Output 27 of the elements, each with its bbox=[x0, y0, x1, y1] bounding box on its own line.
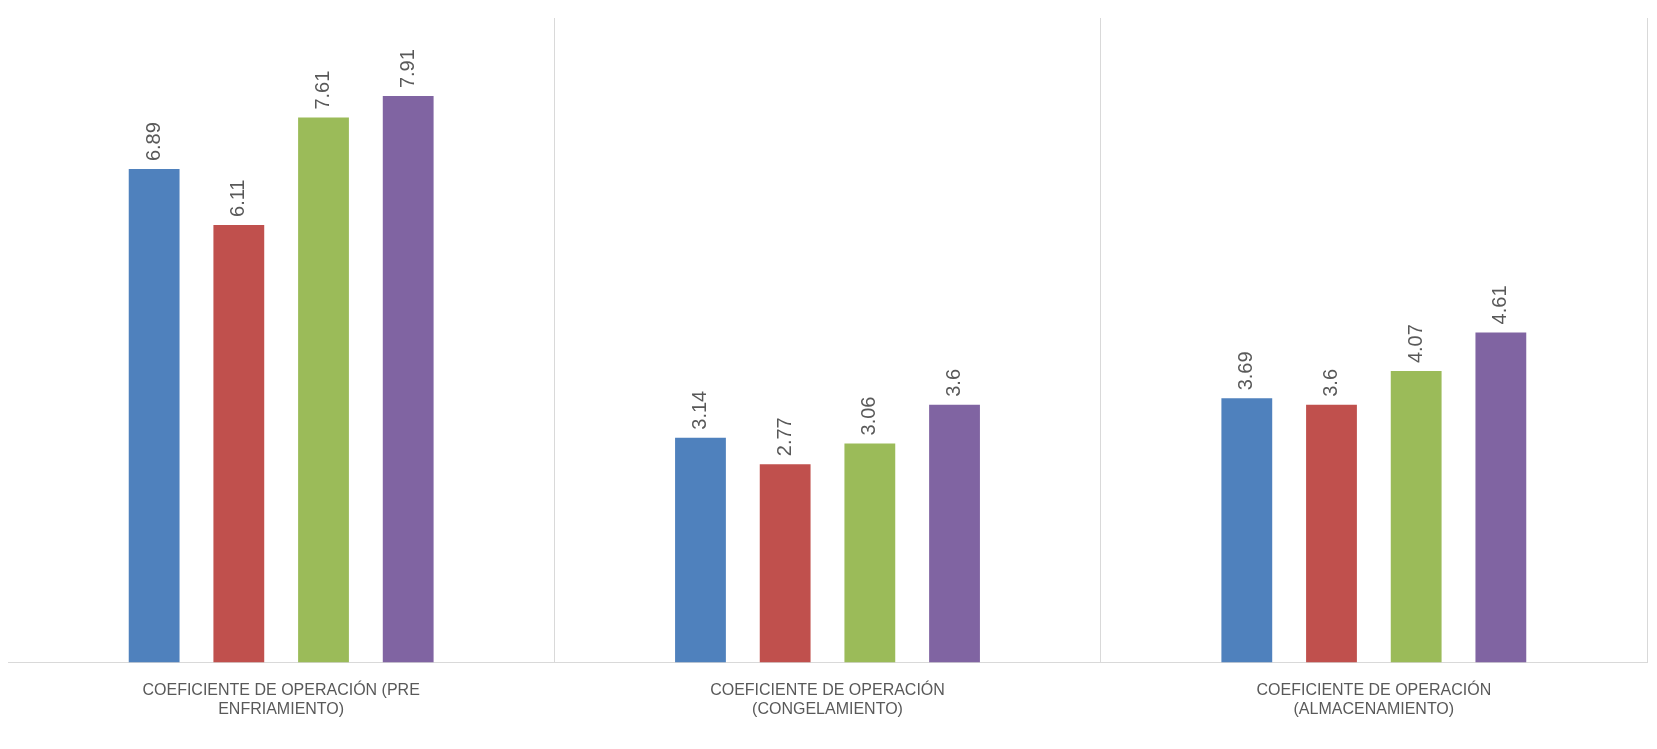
bar bbox=[1475, 332, 1527, 663]
bar bbox=[128, 169, 180, 663]
data-label: 3.06 bbox=[857, 396, 880, 436]
bar bbox=[1306, 404, 1357, 663]
bar bbox=[382, 96, 434, 663]
data-label: 6.11 bbox=[226, 179, 249, 217]
bar bbox=[675, 437, 726, 663]
bar bbox=[1390, 371, 1442, 663]
bar bbox=[929, 404, 980, 663]
x-tick-label: COEFICIENTE DE OPERACIÓN (ALMACENAMIENTO) bbox=[1256, 679, 1492, 717]
data-label: 2.77 bbox=[772, 417, 795, 457]
x-tick-label: COEFICIENTE DE OPERACIÓN (CONGELAMIENTO) bbox=[710, 679, 945, 717]
bar bbox=[844, 443, 896, 663]
bar bbox=[1221, 398, 1273, 663]
data-label: 4.07 bbox=[1403, 324, 1426, 364]
data-label: 3.6 bbox=[942, 368, 965, 397]
data-label: 3.69 bbox=[1234, 351, 1257, 391]
data-label: 7.91 bbox=[395, 49, 418, 89]
data-label: 7.61 bbox=[311, 70, 334, 110]
bar bbox=[759, 464, 811, 663]
data-label: 3.6 bbox=[1319, 368, 1342, 397]
data-label: 4.61 bbox=[1488, 285, 1511, 325]
bar bbox=[298, 117, 349, 663]
data-label: 3.14 bbox=[687, 390, 710, 430]
data-label: 6.89 bbox=[141, 122, 164, 162]
bar bbox=[213, 224, 265, 663]
x-tick-label: COEFICIENTE DE OPERACIÓN (PRE ENFRIAMIENTO) bbox=[142, 679, 420, 717]
